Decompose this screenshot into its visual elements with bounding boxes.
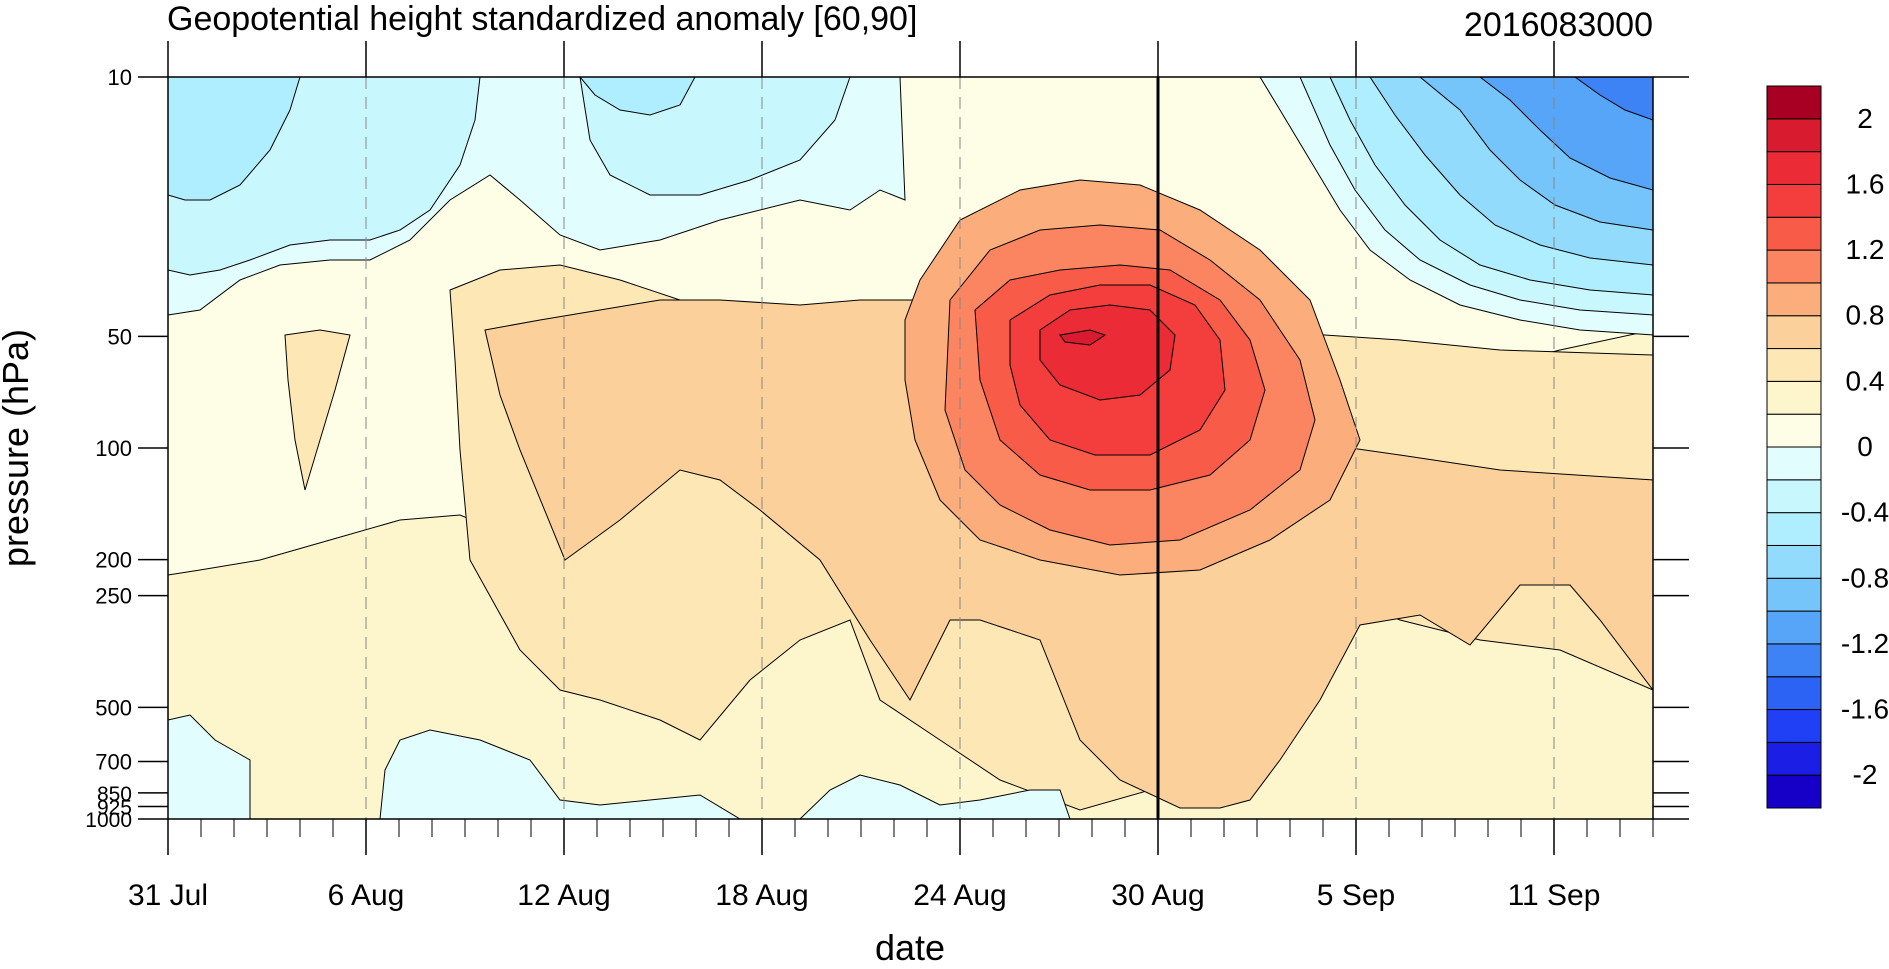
- x-axis: 31 Jul 6 Aug 12 Aug 18 Aug 24 Aug 30 Aug 5 Sep…: [128, 41, 1654, 912]
- colorbar-swatch: [1766, 610, 1822, 645]
- colorbar-swatch: [1766, 709, 1822, 743]
- colorbar-swatch: [1766, 676, 1822, 711]
- colorbar-swatch: [1766, 348, 1822, 382]
- x-axis-label: date: [875, 927, 945, 968]
- colorbar-label: -0.4: [1841, 497, 1889, 528]
- colorbar-label: 1.2: [1846, 234, 1885, 265]
- colorbar-swatch: [1766, 282, 1822, 317]
- contour-neg-0p6-ul: [168, 77, 301, 201]
- y-tick-label: 50: [108, 324, 132, 349]
- x-tick-label: 18 Aug: [715, 879, 808, 912]
- contour-neg-0p2-bottom-mid: [379, 729, 741, 819]
- chart-title: Geopotential height standardized anomaly…: [167, 0, 917, 38]
- colorbar-swatch: [1766, 446, 1822, 481]
- colorbar-label: -2: [1853, 759, 1878, 790]
- colorbar-swatch: [1766, 512, 1822, 546]
- y-axis-label: pressure (hPa): [0, 329, 36, 567]
- colorbar-label: 1.6: [1846, 168, 1885, 199]
- date-grid: [365, 77, 1555, 819]
- colorbar-swatch: [1766, 151, 1822, 185]
- x-tick-label: 30 Aug: [1111, 879, 1204, 912]
- y-tick-label: 850: [97, 783, 132, 806]
- colorbar-swatch: [1766, 774, 1822, 809]
- colorbar-label: 0.8: [1846, 300, 1885, 331]
- colorbar-label: 2: [1857, 103, 1873, 134]
- contour-1p8: [1059, 329, 1107, 346]
- colorbar-swatch: [1766, 85, 1822, 120]
- colorbar-swatch: [1766, 741, 1822, 776]
- y-tick-label: 200: [95, 548, 132, 573]
- colorbar-swatch: [1766, 643, 1822, 678]
- contour-1p6: [1039, 304, 1176, 401]
- y-tick-label: 500: [95, 695, 132, 720]
- y-tick-label: 100: [95, 436, 132, 461]
- colorbar-swatch: [1766, 183, 1822, 218]
- contour-0p4-small: [284, 329, 351, 491]
- y-tick-label: 925: [97, 796, 132, 819]
- colorbar-legend: -2 -1.6 -1.2 -0.8 -0.4 0 0.4 0.8 1.2 1.6 2: [1766, 85, 1889, 809]
- colorbar-label: -0.8: [1841, 562, 1889, 593]
- contour-neg-1p4-ur: [1574, 77, 1653, 121]
- colorbar-swatch: [1766, 216, 1822, 251]
- colorbar-swatch: [1766, 544, 1822, 579]
- y-tick-label: 10: [108, 65, 132, 90]
- colorbar-swatch: [1766, 577, 1822, 612]
- colorbar-swatch: [1766, 315, 1822, 350]
- contour-neg-0p6-um: [579, 77, 696, 116]
- colorbar-label: 0.4: [1846, 365, 1885, 396]
- x-tick-label: 31 Jul: [128, 879, 208, 912]
- plot-area: [168, 77, 1653, 819]
- x-tick-label: 11 Sep: [1508, 879, 1601, 912]
- x-tick-label: 5 Sep: [1317, 879, 1395, 912]
- colorbar-label: 0: [1857, 431, 1873, 462]
- contour-neg-1p2-ur: [1479, 77, 1653, 191]
- x-tick-label: 12 Aug: [517, 879, 610, 912]
- y-tick-label: 1000: [85, 809, 132, 832]
- colorbar-swatch: [1766, 413, 1822, 448]
- x-tick-label: 24 Aug: [913, 879, 1006, 912]
- chart-timestamp: 2016083000: [1464, 6, 1653, 44]
- colorbar-label: -1.6: [1841, 694, 1889, 725]
- x-tick-label: 6 Aug: [328, 879, 405, 912]
- colorbar-swatch: [1766, 118, 1822, 153]
- colorbar-swatch: [1766, 380, 1822, 415]
- colorbar-swatch: [1766, 249, 1822, 284]
- y-tick-label: 250: [95, 584, 132, 609]
- colorbar-label: -1.2: [1841, 628, 1889, 659]
- colorbar-swatch: [1766, 479, 1822, 514]
- contour-neg-0p2-bottom-left: [168, 714, 251, 819]
- y-tick-label: 700: [95, 750, 132, 775]
